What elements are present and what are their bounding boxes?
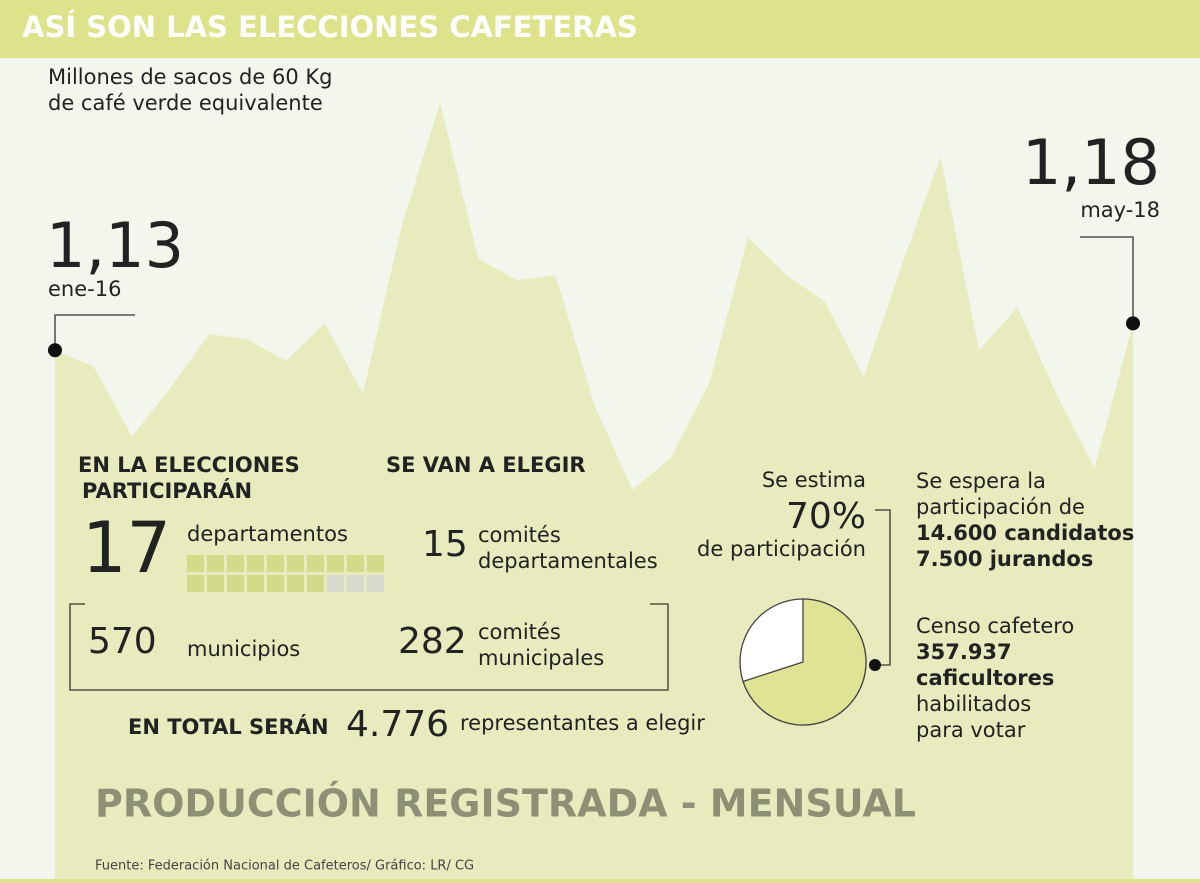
value-label: 1,18 <box>1022 126 1160 199</box>
info-text: Censo cafetero <box>916 614 1074 638</box>
stat-number: 17 <box>82 507 171 589</box>
square <box>347 555 364 572</box>
category-label: may-18 <box>1080 198 1160 222</box>
leader-line <box>54 314 135 350</box>
stat-number: 15 <box>422 524 468 565</box>
leader-dot <box>869 659 881 671</box>
square <box>367 575 384 592</box>
leader-line <box>875 509 891 666</box>
stat-label: departamentales <box>478 549 658 573</box>
info-text: Se espera la <box>916 469 1046 493</box>
square <box>267 575 284 592</box>
square <box>287 555 304 572</box>
info-text: 7.500 jurandos <box>916 547 1093 571</box>
category-label: ene-16 <box>48 277 121 301</box>
square <box>347 575 364 592</box>
value-label: 1,13 <box>46 209 184 282</box>
subtitle: Millones de sacos de 60 Kg <box>48 65 332 89</box>
info-text: caficultores <box>916 666 1054 690</box>
square <box>247 555 264 572</box>
square <box>207 555 224 572</box>
square <box>187 575 204 592</box>
heading: SE VAN A ELEGIR <box>386 453 586 477</box>
square <box>327 575 344 592</box>
info-text: participación de <box>916 495 1085 519</box>
source: Fuente: Federación Nacional de Cafeteros… <box>95 859 474 874</box>
info-text: 357.937 <box>916 640 1012 664</box>
stat-label: representantes a elegir <box>460 711 705 735</box>
info-text: habilitados <box>916 692 1031 716</box>
heading: EN LA ELECCIONES <box>78 453 300 477</box>
point <box>48 343 62 358</box>
square <box>227 555 244 572</box>
point <box>1126 316 1140 331</box>
stat-label: departamentos <box>187 522 348 546</box>
pie-label: de participación <box>697 537 866 561</box>
pie-slice <box>742 598 867 726</box>
stat-number: 570 <box>88 621 157 662</box>
subtitle: de café verde equivalente <box>48 91 323 115</box>
stat-label: comités <box>478 523 561 547</box>
stat-label: municipios <box>187 637 300 661</box>
square <box>227 575 244 592</box>
square <box>307 575 324 592</box>
leader-line <box>1080 236 1134 323</box>
footer-title: PRODUCCIÓN REGISTRADA - MENSUAL <box>95 782 916 826</box>
stat-number: 282 <box>398 621 467 662</box>
stat-label: comités <box>478 620 561 644</box>
heading: EN TOTAL SERÁN <box>128 714 329 739</box>
stat-number: 4.776 <box>346 704 449 745</box>
header-band <box>0 0 1200 58</box>
heading: PARTICIPARÁN <box>82 478 252 503</box>
title: ASÍ SON LAS ELECCIONES CAFETERAS <box>22 10 638 44</box>
info-text: para votar <box>916 718 1026 742</box>
bracket <box>69 603 669 691</box>
square <box>187 555 204 572</box>
footer-band <box>0 879 1200 883</box>
square <box>287 575 304 592</box>
stat-label: municipales <box>478 646 604 670</box>
area <box>55 103 1133 883</box>
square <box>367 555 384 572</box>
square <box>327 555 344 572</box>
square <box>267 555 284 572</box>
square <box>247 575 264 592</box>
square <box>207 575 224 592</box>
pie-value: 70% <box>786 496 866 537</box>
pie-intro: Se estima <box>762 468 866 492</box>
square <box>307 555 324 572</box>
info-text: 14.600 candidatos <box>916 521 1134 545</box>
